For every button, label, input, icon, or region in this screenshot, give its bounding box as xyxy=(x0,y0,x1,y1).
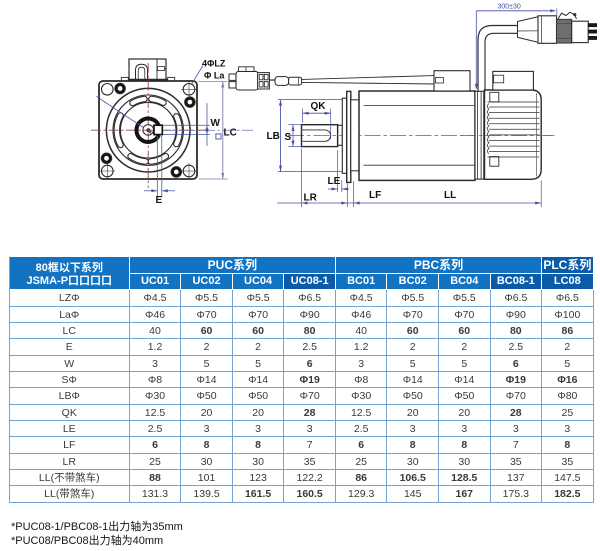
svg-text:LB: LB xyxy=(267,131,280,142)
svg-text:LL: LL xyxy=(444,190,456,201)
svg-text:LF: LF xyxy=(369,190,381,201)
svg-text:4ΦLZ: 4ΦLZ xyxy=(202,59,226,69)
svg-text:S: S xyxy=(285,132,292,143)
svg-text:LR: LR xyxy=(304,193,318,204)
svg-text:300±30: 300±30 xyxy=(498,4,521,11)
svg-text:W: W xyxy=(211,118,221,129)
svg-text:Φ La: Φ La xyxy=(204,71,225,81)
svg-text:E: E xyxy=(156,195,163,206)
svg-text:LE: LE xyxy=(328,176,341,187)
svg-text:QK: QK xyxy=(311,101,327,112)
svg-text:LC: LC xyxy=(224,128,237,139)
